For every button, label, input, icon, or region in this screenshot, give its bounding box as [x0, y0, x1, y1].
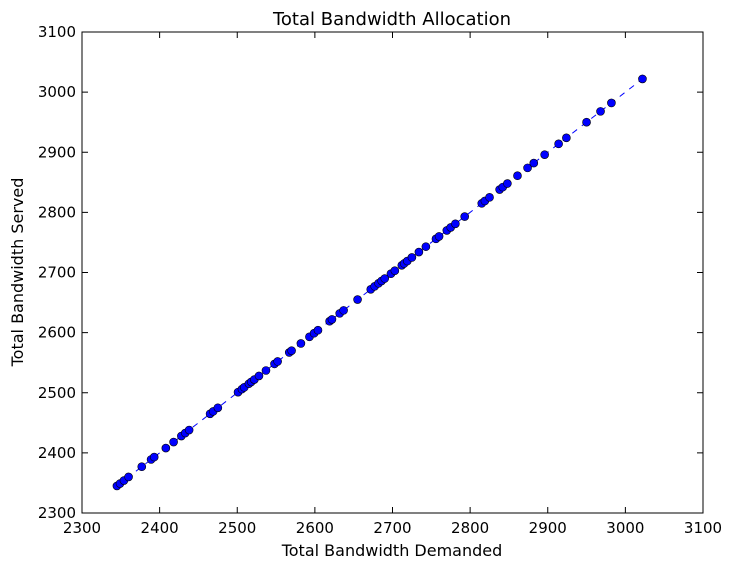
- y-tick-label: 2500: [38, 384, 76, 402]
- data-point: [607, 98, 616, 108]
- data-point: [638, 74, 647, 84]
- data-point: [596, 107, 605, 116]
- data-point: [407, 253, 417, 262]
- y-tick-label: 2300: [38, 504, 76, 522]
- data-point: [451, 219, 460, 229]
- x-tick-label: 2600: [296, 519, 334, 537]
- x-tick-label: 2800: [451, 519, 489, 537]
- data-points: [112, 74, 647, 491]
- data-point: [213, 403, 223, 413]
- data-point: [327, 315, 337, 324]
- data-point: [149, 452, 159, 462]
- data-point: [124, 472, 133, 482]
- x-axis-label: Total Bandwidth Demanded: [281, 541, 503, 560]
- data-point: [313, 325, 323, 335]
- data-point: [254, 371, 264, 381]
- y-axis-label: Total Bandwidth Served: [8, 178, 27, 368]
- x-tick-label: 2400: [141, 519, 179, 537]
- x-tick-label: 2300: [63, 519, 101, 537]
- chart-title: Total Bandwidth Allocation: [272, 9, 511, 30]
- data-point: [169, 437, 178, 447]
- data-point: [287, 346, 296, 355]
- data-point: [529, 158, 539, 168]
- data-point: [296, 339, 306, 348]
- data-point: [434, 232, 444, 241]
- y-tick-label: 2800: [38, 203, 76, 221]
- data-point: [161, 443, 171, 453]
- y-tick-label: 3000: [38, 83, 76, 101]
- y-tick-label: 2400: [38, 444, 76, 462]
- reference-line: [116, 78, 643, 487]
- data-point: [137, 462, 147, 472]
- data-point: [273, 357, 282, 366]
- x-tick-label: 3000: [606, 519, 644, 537]
- data-point: [582, 117, 591, 127]
- data-point: [414, 247, 424, 257]
- y-tick-label: 2900: [38, 143, 76, 161]
- data-point: [513, 171, 522, 180]
- plot-frame: [81, 31, 704, 514]
- axis-ticks: 2300 2400 2500 2600 2700 2800 2900 3000 3100 2300…: [38, 23, 722, 537]
- x-tick-label: 2500: [218, 519, 256, 537]
- data-point: [562, 133, 571, 143]
- data-point: [523, 163, 532, 173]
- data-point: [554, 139, 563, 149]
- data-point: [380, 274, 390, 283]
- data-point: [460, 212, 469, 221]
- data-point: [503, 179, 512, 188]
- data-point: [339, 306, 348, 315]
- data-point: [184, 425, 194, 435]
- x-tick-label: 3100: [684, 519, 722, 537]
- data-point: [421, 242, 431, 251]
- data-point: [261, 366, 271, 375]
- data-point: [353, 295, 362, 304]
- x-tick-label: 2700: [373, 519, 411, 537]
- data-point: [485, 193, 494, 202]
- y-tick-label: 2700: [38, 264, 76, 282]
- y-tick-label: 2600: [38, 324, 76, 342]
- data-point: [390, 266, 400, 275]
- x-tick-label: 2900: [529, 519, 567, 537]
- y-tick-label: 3100: [38, 23, 76, 41]
- data-point: [540, 150, 549, 159]
